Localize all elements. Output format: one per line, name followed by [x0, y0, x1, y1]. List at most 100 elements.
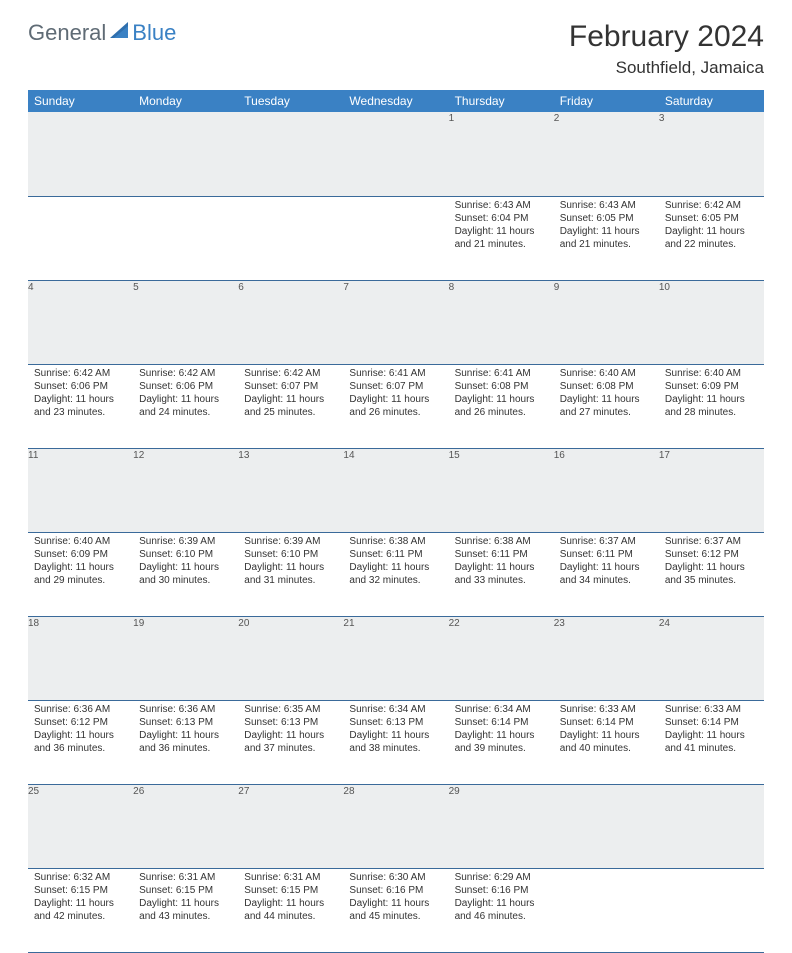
location-label: Southfield, Jamaica	[569, 58, 764, 78]
day-line-d1: Daylight: 11 hours	[244, 561, 337, 574]
weekday-header-row: Sunday Monday Tuesday Wednesday Thursday…	[28, 90, 764, 112]
day-line-ss: Sunset: 6:07 PM	[349, 380, 442, 393]
day-number-cell: 21	[343, 616, 448, 700]
day-line-sr: Sunrise: 6:40 AM	[34, 535, 127, 548]
day-line-d2: and 42 minutes.	[34, 910, 127, 923]
day-line-d2: and 31 minutes.	[244, 574, 337, 587]
weekday-header: Thursday	[449, 90, 554, 112]
day-number-cell: 6	[238, 280, 343, 364]
day-line-d1: Daylight: 11 hours	[34, 393, 127, 406]
day-body-cell: Sunrise: 6:31 AMSunset: 6:15 PMDaylight:…	[238, 868, 343, 952]
day-line-ss: Sunset: 6:10 PM	[244, 548, 337, 561]
day-number-cell: 11	[28, 448, 133, 532]
day-line-ss: Sunset: 6:14 PM	[665, 716, 758, 729]
day-number-cell: 9	[554, 280, 659, 364]
week-row: Sunrise: 6:32 AMSunset: 6:15 PMDaylight:…	[28, 868, 764, 952]
day-line-d1: Daylight: 11 hours	[455, 225, 548, 238]
day-number-cell: 13	[238, 448, 343, 532]
weekday-header: Sunday	[28, 90, 133, 112]
day-line-d1: Daylight: 11 hours	[349, 729, 442, 742]
day-body-cell: Sunrise: 6:41 AMSunset: 6:08 PMDaylight:…	[449, 364, 554, 448]
day-line-d2: and 22 minutes.	[665, 238, 758, 251]
day-body-cell: Sunrise: 6:30 AMSunset: 6:16 PMDaylight:…	[343, 868, 448, 952]
day-body-cell: Sunrise: 6:38 AMSunset: 6:11 PMDaylight:…	[449, 532, 554, 616]
day-line-sr: Sunrise: 6:33 AM	[560, 703, 653, 716]
day-line-d1: Daylight: 11 hours	[665, 561, 758, 574]
daynum-row: 45678910	[28, 280, 764, 364]
day-line-d1: Daylight: 11 hours	[139, 561, 232, 574]
day-body-cell: Sunrise: 6:33 AMSunset: 6:14 PMDaylight:…	[554, 700, 659, 784]
day-body-cell: Sunrise: 6:42 AMSunset: 6:06 PMDaylight:…	[28, 364, 133, 448]
day-line-ss: Sunset: 6:11 PM	[455, 548, 548, 561]
day-number-cell: 29	[449, 784, 554, 868]
day-number-cell: 5	[133, 280, 238, 364]
logo-text-blue: Blue	[132, 20, 176, 46]
day-line-d2: and 37 minutes.	[244, 742, 337, 755]
day-body-cell: Sunrise: 6:37 AMSunset: 6:12 PMDaylight:…	[659, 532, 764, 616]
day-number-cell: 25	[28, 784, 133, 868]
day-line-ss: Sunset: 6:11 PM	[560, 548, 653, 561]
day-line-sr: Sunrise: 6:36 AM	[34, 703, 127, 716]
day-line-sr: Sunrise: 6:40 AM	[560, 367, 653, 380]
day-line-d2: and 26 minutes.	[455, 406, 548, 419]
day-line-d2: and 21 minutes.	[560, 238, 653, 251]
page-header: General Blue February 2024 Southfield, J…	[28, 20, 764, 78]
day-line-sr: Sunrise: 6:42 AM	[244, 367, 337, 380]
day-number-cell: 4	[28, 280, 133, 364]
day-line-d2: and 23 minutes.	[34, 406, 127, 419]
day-body-cell: Sunrise: 6:33 AMSunset: 6:14 PMDaylight:…	[659, 700, 764, 784]
day-line-sr: Sunrise: 6:34 AM	[455, 703, 548, 716]
day-body-cell: Sunrise: 6:42 AMSunset: 6:06 PMDaylight:…	[133, 364, 238, 448]
day-number-cell: 23	[554, 616, 659, 700]
day-line-ss: Sunset: 6:12 PM	[34, 716, 127, 729]
day-number-cell	[659, 784, 764, 868]
day-body-cell: Sunrise: 6:29 AMSunset: 6:16 PMDaylight:…	[449, 868, 554, 952]
day-body-cell: Sunrise: 6:40 AMSunset: 6:09 PMDaylight:…	[659, 364, 764, 448]
day-line-d1: Daylight: 11 hours	[349, 393, 442, 406]
title-block: February 2024 Southfield, Jamaica	[569, 20, 764, 78]
day-line-d2: and 46 minutes.	[455, 910, 548, 923]
day-body-cell: Sunrise: 6:35 AMSunset: 6:13 PMDaylight:…	[238, 700, 343, 784]
day-line-d2: and 27 minutes.	[560, 406, 653, 419]
day-line-d2: and 28 minutes.	[665, 406, 758, 419]
day-line-d2: and 21 minutes.	[455, 238, 548, 251]
day-number-cell: 27	[238, 784, 343, 868]
day-line-d2: and 30 minutes.	[139, 574, 232, 587]
day-line-d1: Daylight: 11 hours	[139, 897, 232, 910]
daynum-row: 11121314151617	[28, 448, 764, 532]
day-line-d1: Daylight: 11 hours	[665, 729, 758, 742]
day-number-cell	[28, 112, 133, 196]
day-line-ss: Sunset: 6:13 PM	[139, 716, 232, 729]
day-line-sr: Sunrise: 6:39 AM	[139, 535, 232, 548]
day-line-d1: Daylight: 11 hours	[349, 561, 442, 574]
week-row: Sunrise: 6:42 AMSunset: 6:06 PMDaylight:…	[28, 364, 764, 448]
day-line-sr: Sunrise: 6:38 AM	[455, 535, 548, 548]
day-line-sr: Sunrise: 6:42 AM	[665, 199, 758, 212]
day-line-d1: Daylight: 11 hours	[560, 225, 653, 238]
day-line-ss: Sunset: 6:14 PM	[455, 716, 548, 729]
day-body-cell: Sunrise: 6:40 AMSunset: 6:09 PMDaylight:…	[28, 532, 133, 616]
day-body-cell: Sunrise: 6:36 AMSunset: 6:12 PMDaylight:…	[28, 700, 133, 784]
day-line-d1: Daylight: 11 hours	[34, 729, 127, 742]
week-row: Sunrise: 6:40 AMSunset: 6:09 PMDaylight:…	[28, 532, 764, 616]
day-number-cell: 17	[659, 448, 764, 532]
daynum-row: 123	[28, 112, 764, 196]
day-line-d2: and 24 minutes.	[139, 406, 232, 419]
day-line-d1: Daylight: 11 hours	[244, 897, 337, 910]
day-number-cell: 15	[449, 448, 554, 532]
weekday-header: Tuesday	[238, 90, 343, 112]
day-body-cell: Sunrise: 6:31 AMSunset: 6:15 PMDaylight:…	[133, 868, 238, 952]
month-title: February 2024	[569, 20, 764, 54]
day-line-ss: Sunset: 6:12 PM	[665, 548, 758, 561]
day-line-sr: Sunrise: 6:42 AM	[139, 367, 232, 380]
day-line-sr: Sunrise: 6:38 AM	[349, 535, 442, 548]
day-number-cell: 3	[659, 112, 764, 196]
day-number-cell: 28	[343, 784, 448, 868]
day-line-ss: Sunset: 6:06 PM	[139, 380, 232, 393]
day-line-sr: Sunrise: 6:41 AM	[455, 367, 548, 380]
day-line-d2: and 35 minutes.	[665, 574, 758, 587]
day-line-ss: Sunset: 6:05 PM	[560, 212, 653, 225]
day-line-ss: Sunset: 6:15 PM	[139, 884, 232, 897]
day-line-d1: Daylight: 11 hours	[455, 729, 548, 742]
day-line-d1: Daylight: 11 hours	[139, 729, 232, 742]
